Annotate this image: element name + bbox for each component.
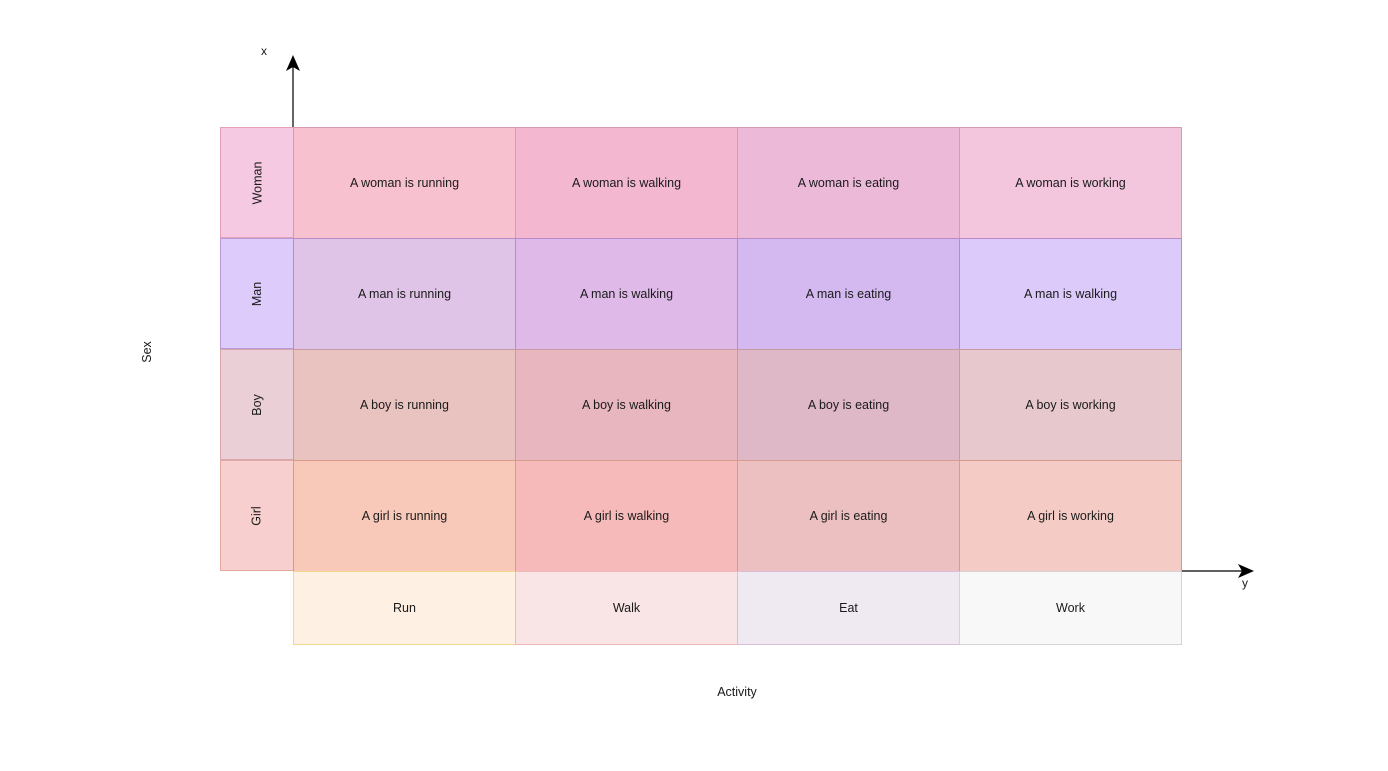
grid-cell: A girl is working	[959, 460, 1182, 572]
sex-axis-title-wrap: Sex	[117, 341, 177, 363]
row-header-3: Girl	[220, 460, 293, 571]
grid-cell: A girl is eating	[737, 460, 960, 572]
row-header-label: Man	[249, 281, 264, 306]
grid-cell: A man is running	[293, 238, 516, 350]
grid-cell: A man is eating	[737, 238, 960, 350]
grid-cell: A woman is running	[293, 127, 516, 239]
column-header-0: Run	[293, 571, 516, 645]
x-axis-arrow-label: x	[261, 44, 267, 58]
grid-cell: A man is walking	[959, 238, 1182, 350]
row-header-1: Man	[220, 238, 293, 349]
y-axis-arrow-label: y	[1242, 576, 1248, 590]
grid-cell: A boy is walking	[515, 349, 738, 461]
grid-cell: A girl is running	[293, 460, 516, 572]
column-header-1: Walk	[515, 571, 738, 645]
activity-axis-title: Activity	[717, 685, 757, 699]
row-header-label: Woman	[250, 161, 264, 204]
sex-axis-title: Sex	[139, 341, 154, 363]
grid-cell: A boy is working	[959, 349, 1182, 461]
grid-cell: A girl is walking	[515, 460, 738, 572]
horizontal-axis-arrowhead	[1238, 564, 1254, 578]
grid-cell: A boy is running	[293, 349, 516, 461]
grid-cell: A boy is eating	[737, 349, 960, 461]
grid-cell: A man is walking	[515, 238, 738, 350]
row-header-label: Boy	[249, 393, 264, 416]
row-header-2: Boy	[220, 349, 293, 460]
row-header-label: Girl	[249, 505, 264, 526]
grid-cell: A woman is eating	[737, 127, 960, 239]
grid-cell: A woman is walking	[515, 127, 738, 239]
column-header-2: Eat	[737, 571, 960, 645]
column-header-3: Work	[959, 571, 1182, 645]
vertical-axis-arrowhead	[286, 55, 300, 71]
row-header-0: Woman	[220, 127, 293, 238]
grid-cell: A woman is working	[959, 127, 1182, 239]
